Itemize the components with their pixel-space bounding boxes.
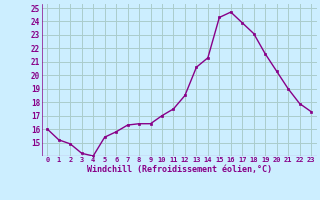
X-axis label: Windchill (Refroidissement éolien,°C): Windchill (Refroidissement éolien,°C) xyxy=(87,165,272,174)
